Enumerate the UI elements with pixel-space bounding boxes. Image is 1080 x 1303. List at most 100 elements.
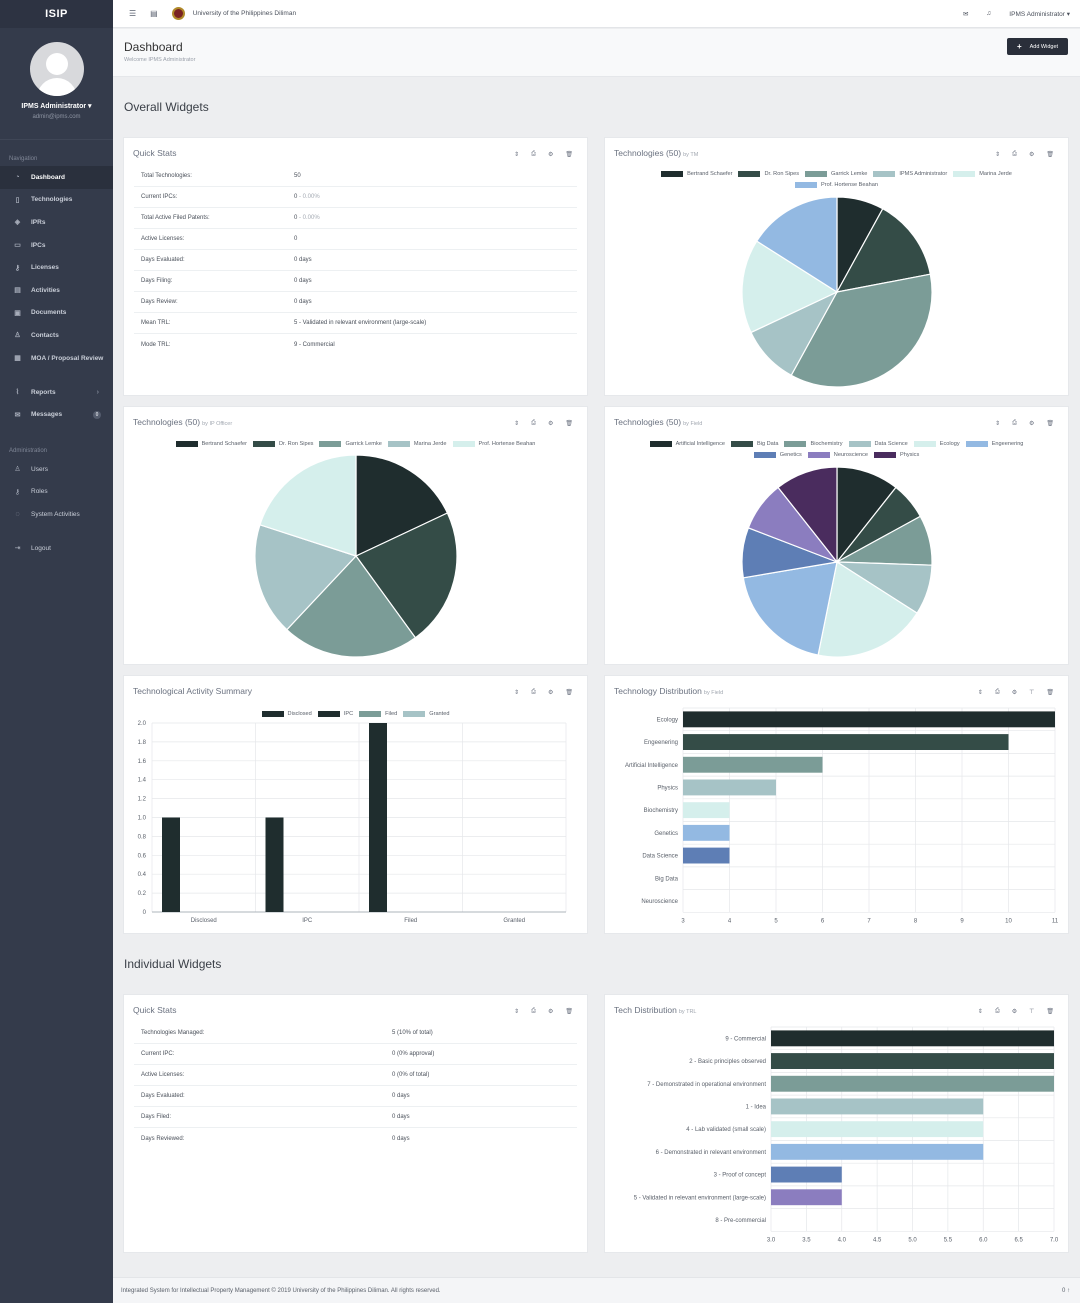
- menu-toggle-icon[interactable]: ☰: [129, 9, 137, 18]
- nav-item-documents[interactable]: ▣ Documents: [0, 302, 113, 325]
- legend-item[interactable]: Big Data: [731, 440, 778, 448]
- sort-icon[interactable]: ⇕: [977, 1009, 983, 1015]
- admin-item-logout[interactable]: ⇥ Logout: [0, 537, 113, 560]
- pie-slice[interactable]: [817, 561, 918, 658]
- pie-slice[interactable]: [790, 273, 933, 388]
- legend-item[interactable]: Marina Jerde: [387, 440, 447, 448]
- bar[interactable]: [771, 1075, 1054, 1092]
- nav-item-iprs[interactable]: ◈ IPRs: [0, 211, 113, 234]
- legend-item[interactable]: Genetics: [753, 451, 802, 459]
- legend-item[interactable]: Physics: [874, 451, 919, 459]
- gear-icon[interactable]: ⚙: [1011, 1009, 1018, 1015]
- bar[interactable]: [265, 817, 284, 913]
- avatar[interactable]: [29, 42, 84, 96]
- admin-item-system-activities[interactable]: ◌ System Activities: [0, 503, 113, 537]
- legend-item[interactable]: IPC: [317, 710, 353, 718]
- profile-name[interactable]: IPMS Administrator ▾: [21, 103, 92, 110]
- legend-item[interactable]: Biochemistry: [784, 440, 843, 448]
- bar[interactable]: [369, 723, 387, 912]
- mail-icon[interactable]: ✉: [962, 10, 969, 18]
- print-icon[interactable]: ⎙: [1012, 420, 1017, 426]
- sort-icon[interactable]: ⇕: [514, 421, 520, 427]
- sort-icon[interactable]: ⇕: [514, 1009, 520, 1015]
- print-icon[interactable]: ⎙: [994, 689, 1000, 695]
- bell-icon[interactable]: ♫: [986, 10, 992, 17]
- print-icon[interactable]: ⎙: [1012, 151, 1017, 157]
- bar[interactable]: [683, 824, 730, 841]
- legend-item[interactable]: Prof. Hortense Beahan: [452, 440, 535, 448]
- trash-icon[interactable]: 🗑: [565, 1009, 573, 1015]
- legend-item[interactable]: Prof. Hortense Beahan: [795, 181, 878, 189]
- bar[interactable]: [771, 1143, 984, 1160]
- gear-icon[interactable]: ⚙: [547, 1009, 554, 1015]
- nav-item-dashboard[interactable]: ◔ Dashboard: [0, 166, 113, 189]
- add-widget-button[interactable]: + Add Widget: [1007, 38, 1068, 55]
- gear-icon[interactable]: ⚙: [547, 152, 554, 158]
- bar[interactable]: [771, 1121, 984, 1138]
- legend-item[interactable]: Garrick Lemke: [805, 170, 867, 178]
- back-to-top[interactable]: 0 ↑: [1061, 1288, 1070, 1294]
- bar[interactable]: [683, 756, 823, 773]
- trash-icon[interactable]: 🗑: [1046, 152, 1054, 158]
- nav-item-moa-proposal-review[interactable]: ▦ MOA / Proposal Review: [0, 347, 113, 381]
- pie-slice[interactable]: [355, 454, 449, 557]
- sort-icon[interactable]: ⇕: [514, 690, 520, 696]
- pie-slice[interactable]: [741, 240, 839, 334]
- trash-icon[interactable]: 🗑: [1046, 421, 1054, 427]
- legend-item[interactable]: Bertrand Schaefer: [661, 170, 732, 178]
- gear-icon[interactable]: ⚙: [547, 421, 554, 427]
- pie-slice[interactable]: [742, 561, 838, 656]
- nav-item-technologies[interactable]: ▯ Technologies: [0, 189, 113, 212]
- legend-item[interactable]: Ecology: [913, 440, 960, 448]
- bar[interactable]: [683, 734, 1009, 750]
- pie-slice[interactable]: [755, 196, 838, 294]
- legend-item[interactable]: IPMS Administrator: [873, 170, 947, 178]
- sort-icon[interactable]: ⇕: [995, 421, 1001, 427]
- trash-icon[interactable]: 🗑: [565, 421, 573, 427]
- pie-slice[interactable]: [286, 555, 417, 658]
- legend-item[interactable]: Bertrand Schaefer: [175, 440, 247, 448]
- nav-item-activities[interactable]: ▤ Activities: [0, 279, 113, 302]
- pie-slice[interactable]: [835, 207, 932, 293]
- layout-icon[interactable]: ▤: [150, 9, 158, 18]
- sort-icon[interactable]: ⇕: [995, 152, 1001, 158]
- pie-slice[interactable]: [777, 466, 838, 564]
- admin-item-roles[interactable]: ⚷ Roles: [0, 481, 113, 504]
- print-icon[interactable]: ⎙: [531, 420, 536, 426]
- brand-logo[interactable]: ISIP: [0, 0, 113, 28]
- print-icon[interactable]: ⎙: [531, 151, 536, 157]
- trash-icon[interactable]: 🗑: [565, 690, 573, 696]
- nav-item-messages[interactable]: ✉ Messages 0: [0, 403, 113, 426]
- pie-slice[interactable]: [355, 512, 458, 639]
- print-icon[interactable]: ⎙: [531, 1008, 536, 1014]
- bar[interactable]: [683, 847, 730, 864]
- filter-icon[interactable]: ⊤: [1029, 690, 1035, 696]
- nav-item-licenses[interactable]: ⚷ Licenses: [0, 256, 113, 279]
- bar[interactable]: [771, 1166, 842, 1183]
- legend-item[interactable]: Garrick Lemke: [319, 440, 382, 448]
- legend-item[interactable]: Dr. Ron Sipes: [738, 170, 799, 178]
- nav-item-ipcs[interactable]: ▭ IPCs: [0, 234, 113, 257]
- legend-item[interactable]: Dr. Ron Sipes: [252, 440, 313, 448]
- trash-icon[interactable]: 🗑: [1046, 1009, 1054, 1015]
- sort-icon[interactable]: ⇕: [514, 152, 520, 158]
- bar[interactable]: [771, 1098, 984, 1115]
- legend-item[interactable]: Engeenering: [965, 440, 1023, 448]
- admin-item-users[interactable]: ♙ Users: [0, 458, 113, 481]
- bar[interactable]: [771, 1189, 842, 1206]
- bar[interactable]: [162, 817, 180, 913]
- filter-icon[interactable]: ⊤: [1029, 1009, 1035, 1015]
- gear-icon[interactable]: ⚙: [547, 690, 554, 696]
- legend-item[interactable]: Granted: [403, 710, 449, 718]
- print-icon[interactable]: ⎙: [531, 689, 536, 695]
- bar[interactable]: [771, 1053, 1054, 1069]
- bar[interactable]: [683, 779, 776, 796]
- legend-item[interactable]: Filed: [359, 710, 397, 718]
- legend-item[interactable]: Marina Jerde: [953, 170, 1012, 178]
- legend-item[interactable]: Data Science: [848, 440, 908, 448]
- pie-slice[interactable]: [259, 454, 357, 557]
- user-menu[interactable]: IPMS Administrator ▾: [1009, 10, 1070, 18]
- legend-item[interactable]: Neuroscience: [807, 451, 868, 459]
- nav-item-contacts[interactable]: ♙ Contacts: [0, 324, 113, 347]
- gear-icon[interactable]: ⚙: [1028, 152, 1035, 158]
